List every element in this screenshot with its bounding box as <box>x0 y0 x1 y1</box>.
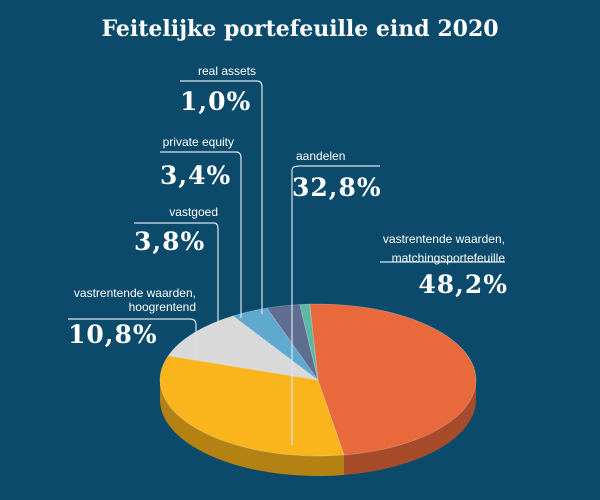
leader-line-3 <box>134 222 219 326</box>
slice-label-0-line-1: matchingsportefeuille <box>392 251 506 265</box>
slice-value-2: 10,8% <box>68 320 158 349</box>
slice-value-4: 3,4% <box>160 161 231 190</box>
slice-value-3: 3,8% <box>134 227 205 256</box>
pie-slice-0 <box>309 303 477 456</box>
chart-title: Feitelijke portefeuille eind 2020 <box>101 16 499 42</box>
pie-slice-5 <box>299 303 319 381</box>
slice-label-1-line-0: aandelen <box>296 149 345 163</box>
leader-line-1 <box>291 165 380 445</box>
pie-slice-3 <box>232 307 319 381</box>
pie-side-1 <box>160 380 345 476</box>
pie-slice-1 <box>159 355 345 457</box>
leader-line-5 <box>180 80 263 314</box>
slice-label-2-line-1: hoogrentend <box>129 300 196 314</box>
leader-line-4 <box>160 151 242 318</box>
pie-side-0 <box>344 380 476 475</box>
leader-line-2 <box>68 318 197 360</box>
slice-label-5-line-0: real assets <box>198 64 256 78</box>
slice-value-1: 32,8% <box>292 173 382 202</box>
slice-value-5: 1,0% <box>180 87 251 116</box>
slice-label-2-line-0: vastrentende waarden, <box>74 286 196 300</box>
slice-label-0-line-0: vastrentende waarden, <box>383 232 505 246</box>
pie-slice-2 <box>167 315 319 381</box>
slice-value-0: 48,2% <box>418 270 508 299</box>
slice-label-4-line-0: private equity <box>163 135 234 149</box>
slice-label-3-line-0: vastgoed <box>169 205 218 219</box>
